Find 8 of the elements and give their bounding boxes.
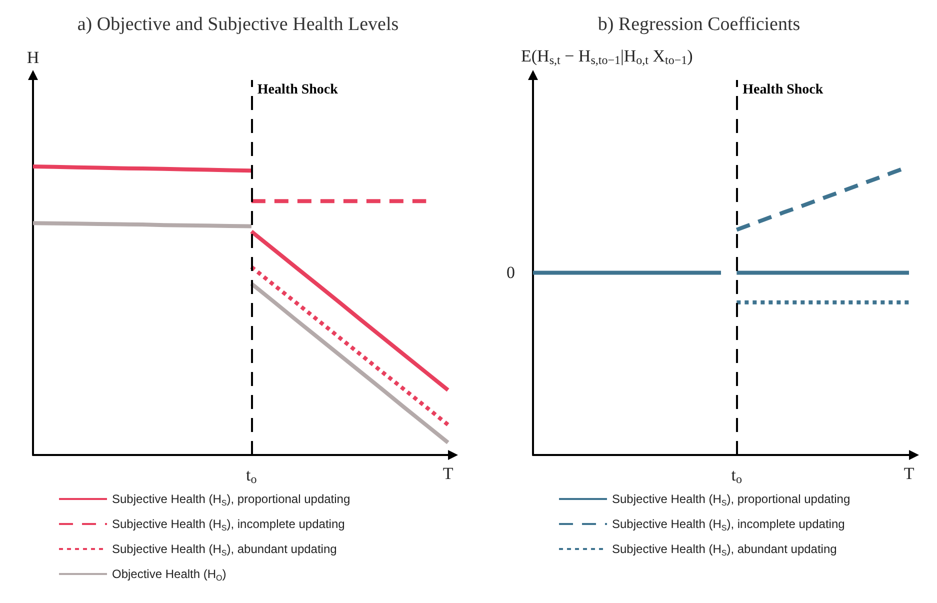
x-tick-label: T [442,464,454,483]
chart-title: a) Objective and Subjective Health Levels [77,14,399,35]
chart-title: b) Regression Coefficients [598,14,800,35]
text: 0 [506,263,515,282]
x-tick-label: T [904,464,915,483]
y-axis-title: H [26,48,40,67]
ref-line-label: Health Shock [742,82,824,98]
ref-line-label: Health Shock [257,82,338,98]
